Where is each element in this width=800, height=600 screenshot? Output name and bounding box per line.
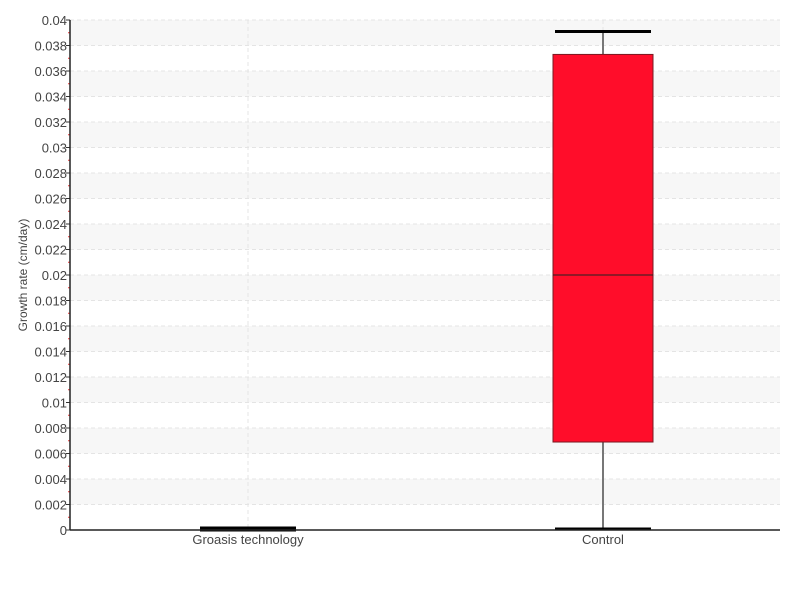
y-tick-label: 0.024 <box>34 217 67 232</box>
x-tick-label: Groasis technology <box>192 532 304 547</box>
y-tick-label: 0.01 <box>42 396 67 411</box>
boxes <box>200 29 654 532</box>
grid-band <box>70 20 780 46</box>
y-tick-label: 0.004 <box>34 472 67 487</box>
grid-band <box>70 71 780 97</box>
y-tick-label: 0.006 <box>34 447 67 462</box>
grid-band <box>70 122 780 148</box>
y-tick-label: 0.02 <box>42 268 67 283</box>
axes: 0 0.002 0.004 0.006 0.008 0.01 0.012 0.014 0.016… <box>34 13 780 547</box>
grid-band <box>70 479 780 505</box>
grid-band <box>70 275 780 301</box>
y-axis-label: Growth rate (cm/day) <box>16 219 30 332</box>
grid-band <box>70 224 780 250</box>
y-tick-label: 0.028 <box>34 166 67 181</box>
y-tick-label: 0.04 <box>42 13 67 28</box>
y-tick-label: 0 <box>60 523 67 538</box>
grid-bands <box>70 20 780 505</box>
y-tick-label: 0.03 <box>42 141 67 156</box>
grid-band <box>70 428 780 454</box>
grid-band <box>70 173 780 199</box>
y-tick-label: 0.036 <box>34 64 67 79</box>
x-tick-label: Control <box>582 532 624 547</box>
y-tick-label: 0.014 <box>34 345 67 360</box>
y-tick-label: 0.034 <box>34 90 67 105</box>
y-tick-label: 0.008 <box>34 421 67 436</box>
y-tick-label: 0.038 <box>34 39 67 54</box>
y-tick-label: 0.018 <box>34 294 67 309</box>
y-tick-label: 0.012 <box>34 370 67 385</box>
grid-band <box>70 377 780 403</box>
y-tick-label: 0.022 <box>34 243 67 258</box>
box <box>552 53 654 443</box>
y-tick-label: 0.032 <box>34 115 67 130</box>
y-tick-label: 0.026 <box>34 192 67 207</box>
grid-band <box>70 326 780 352</box>
y-tick-label: 0.002 <box>34 498 67 513</box>
gridlines <box>70 19 780 530</box>
y-tick-label: 0.016 <box>34 319 67 334</box>
